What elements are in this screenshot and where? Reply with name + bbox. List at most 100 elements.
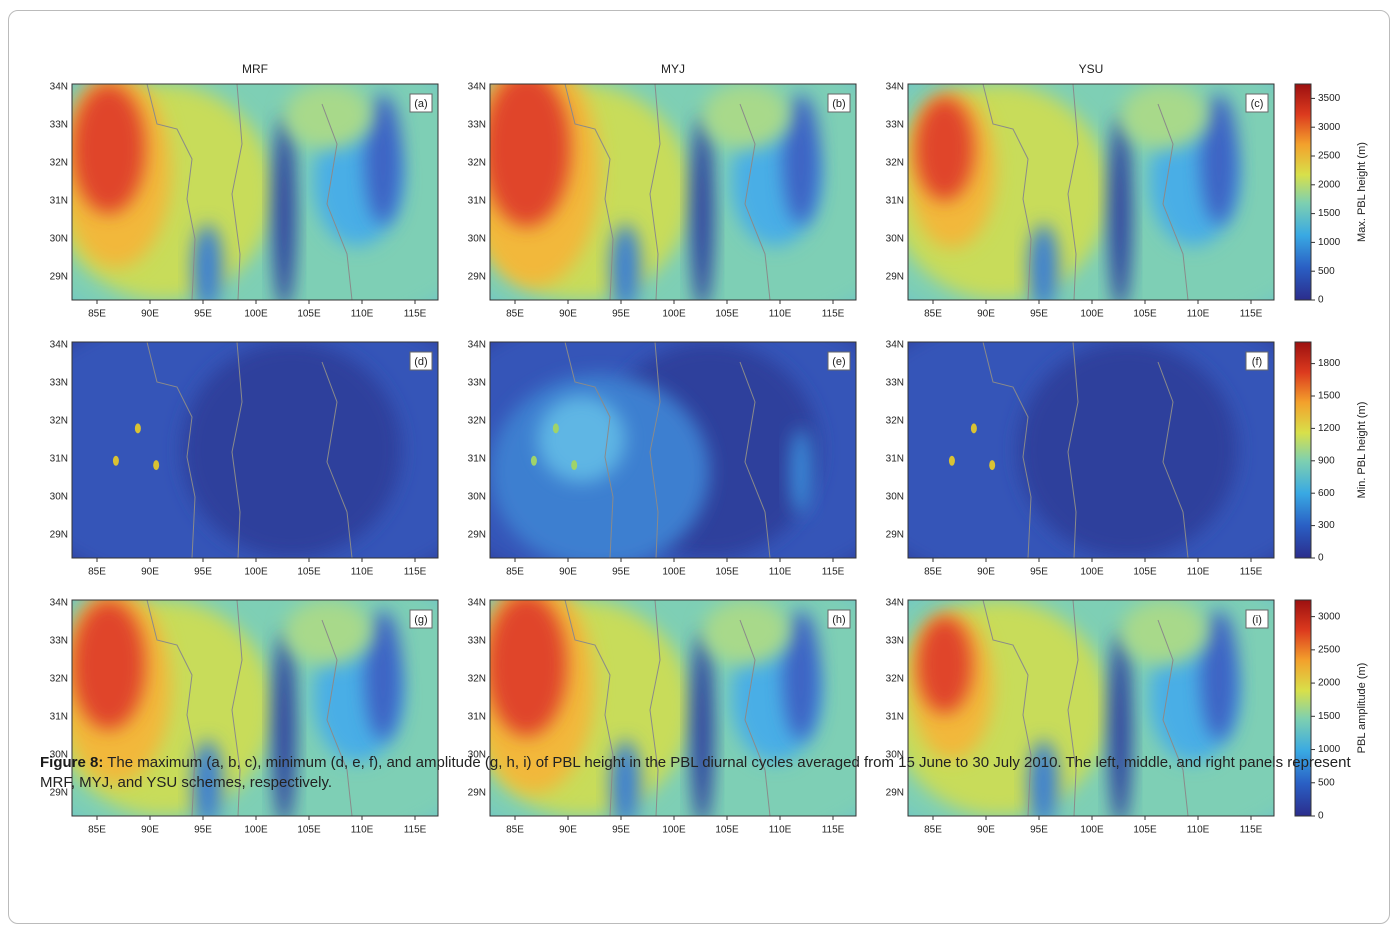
map-blob bbox=[284, 600, 373, 665]
lat-tick-label: 31N bbox=[468, 454, 486, 465]
map-blob bbox=[790, 428, 813, 515]
panel-label: (d) bbox=[414, 356, 427, 368]
panel-label-box bbox=[409, 351, 433, 371]
lon-tick-label: 105E bbox=[1133, 825, 1157, 836]
panel-label: (g) bbox=[414, 614, 427, 626]
lon-tick-label: 115E bbox=[404, 567, 427, 578]
map-field bbox=[72, 600, 438, 816]
map-field bbox=[908, 84, 1274, 300]
lat-tick-label: 33N bbox=[886, 378, 904, 389]
map-blob bbox=[1028, 740, 1059, 816]
lon-tick-label: 85E bbox=[88, 825, 106, 836]
map-blob bbox=[490, 84, 571, 227]
colorbar bbox=[1294, 341, 1312, 559]
lat-tick-label: 29N bbox=[468, 272, 486, 283]
panel-label-box bbox=[827, 609, 851, 629]
lat-tick-label: 32N bbox=[886, 416, 904, 427]
map-blob bbox=[273, 632, 296, 816]
map-blob bbox=[702, 84, 791, 149]
lon-tick-label: 100E bbox=[1080, 825, 1104, 836]
lat-tick-label: 34N bbox=[886, 598, 904, 609]
column-title: MYJ bbox=[661, 62, 685, 76]
lat-tick-label: 31N bbox=[50, 196, 68, 207]
lat-tick-label: 29N bbox=[50, 530, 68, 541]
panel-label-box bbox=[1245, 609, 1269, 629]
lon-tick-label: 105E bbox=[715, 567, 739, 578]
map-blob bbox=[181, 342, 402, 558]
panel-label: (e) bbox=[832, 356, 845, 368]
border-lines bbox=[146, 342, 353, 558]
colorbar-tick-label: 3500 bbox=[1318, 93, 1341, 104]
map-field bbox=[908, 600, 1274, 816]
lat-tick-label: 29N bbox=[886, 788, 904, 799]
lon-tick-label: 90E bbox=[141, 309, 159, 320]
border-lines bbox=[564, 84, 771, 300]
lon-tick-label: 100E bbox=[1080, 309, 1104, 320]
map-blob bbox=[782, 610, 820, 741]
lat-tick-label: 31N bbox=[886, 196, 904, 207]
lat-tick-label: 32N bbox=[886, 158, 904, 169]
lat-tick-label: 34N bbox=[886, 82, 904, 93]
lon-tick-label: 85E bbox=[88, 567, 106, 578]
lon-tick-label: 110E bbox=[351, 567, 374, 578]
lat-tick-label: 33N bbox=[886, 120, 904, 131]
lat-tick-label: 32N bbox=[886, 674, 904, 685]
lon-tick-label: 90E bbox=[977, 309, 995, 320]
map-blob bbox=[691, 632, 714, 816]
colorbar-tick-label: 500 bbox=[1318, 266, 1335, 277]
hot-spot bbox=[571, 460, 578, 471]
lon-tick-label: 115E bbox=[1240, 567, 1263, 578]
lon-tick-label: 100E bbox=[662, 825, 686, 836]
map-blob bbox=[691, 116, 714, 300]
lon-tick-label: 85E bbox=[924, 309, 942, 320]
lat-tick-label: 34N bbox=[886, 340, 904, 351]
map-panel: (g) 34N 33N 32N 31N 30N 29N 85E 90E 95E 100E 105E 11… bbox=[50, 598, 439, 836]
map-blob bbox=[610, 224, 641, 300]
lat-tick-label: 30N bbox=[50, 492, 68, 503]
hot-spot bbox=[989, 460, 996, 471]
lon-tick-label: 115E bbox=[1240, 825, 1263, 836]
panel-border bbox=[907, 341, 1275, 559]
lon-tick-label: 85E bbox=[506, 825, 524, 836]
lat-tick-label: 31N bbox=[50, 454, 68, 465]
map-panel: (c) 34N 33N 32N 31N 30N 29N 85E 90E 95E 100E 105E 11… bbox=[886, 82, 1275, 320]
map-blob bbox=[192, 740, 223, 816]
lat-tick-label: 29N bbox=[886, 530, 904, 541]
map-blob bbox=[1120, 600, 1209, 665]
lon-tick-label: 110E bbox=[1187, 567, 1210, 578]
lat-tick-label: 32N bbox=[468, 674, 486, 685]
lat-tick-label: 32N bbox=[468, 158, 486, 169]
caption-text: The maximum (a, b, c), minimum (d, e, f)… bbox=[40, 754, 1351, 791]
lat-tick-label: 33N bbox=[468, 636, 486, 647]
map-blob bbox=[702, 600, 791, 665]
lon-tick-label: 85E bbox=[924, 567, 942, 578]
lat-tick-label: 31N bbox=[468, 712, 486, 723]
panel-border bbox=[489, 341, 857, 559]
lat-tick-label: 32N bbox=[50, 674, 68, 685]
colorbar-tick-label: 1200 bbox=[1318, 423, 1341, 434]
lon-tick-label: 85E bbox=[506, 309, 524, 320]
lon-tick-label: 110E bbox=[1187, 825, 1210, 836]
colorbar-tick-label: 3000 bbox=[1318, 122, 1341, 133]
lon-tick-label: 105E bbox=[1133, 567, 1157, 578]
map-blob bbox=[273, 116, 296, 300]
column-title: MRF bbox=[242, 62, 268, 76]
lat-tick-label: 30N bbox=[886, 750, 904, 761]
lat-tick-label: 34N bbox=[468, 340, 486, 351]
lon-tick-label: 95E bbox=[194, 309, 212, 320]
lon-tick-label: 110E bbox=[769, 825, 792, 836]
lat-tick-label: 29N bbox=[468, 788, 486, 799]
colorbar-tick-label: 0 bbox=[1318, 811, 1324, 822]
border-lines bbox=[564, 600, 771, 816]
map-panel: (i) 34N 33N 32N 31N 30N 29N 85E 90E 95E 100E 105E 11… bbox=[886, 598, 1275, 836]
lon-tick-label: 110E bbox=[351, 309, 374, 320]
lon-tick-label: 100E bbox=[662, 309, 686, 320]
colorbar-tick-label: 1800 bbox=[1318, 358, 1341, 369]
lat-tick-label: 30N bbox=[468, 492, 486, 503]
lat-tick-label: 33N bbox=[886, 636, 904, 647]
lon-tick-label: 90E bbox=[141, 567, 159, 578]
panel-label: (c) bbox=[1251, 98, 1264, 110]
panel-border bbox=[489, 83, 857, 301]
lon-tick-label: 85E bbox=[924, 825, 942, 836]
